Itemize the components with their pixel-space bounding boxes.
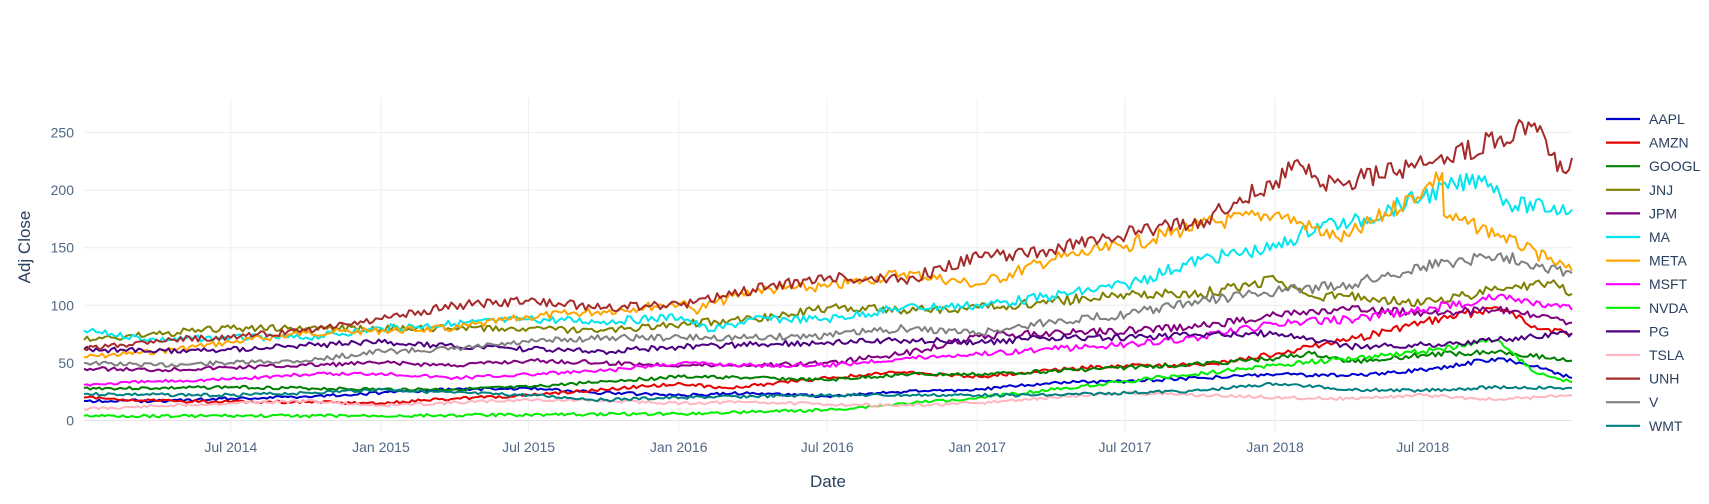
- legend-item-msft[interactable]: MSFT: [1606, 276, 1688, 292]
- legend-item-meta[interactable]: META: [1606, 253, 1688, 269]
- legend-label: GOOGL: [1649, 158, 1701, 174]
- ticks-layer: 0 50 100 150 200 250 Jul 2014 Jan 2015 Jul 2015 J…: [51, 125, 1450, 455]
- series-line-jpm[interactable]: [83, 305, 1573, 373]
- x-tick-label: Jul 2017: [1098, 439, 1151, 455]
- x-tick-label: Jan 2016: [650, 439, 708, 455]
- series-line-meta[interactable]: [83, 171, 1573, 359]
- x-tick-label: Jan 2015: [352, 439, 410, 455]
- legend-item-pg[interactable]: PG: [1606, 323, 1669, 339]
- legend-label: NVDA: [1649, 300, 1689, 316]
- legend-label: PG: [1649, 323, 1669, 339]
- series-line-wmt[interactable]: [83, 381, 1573, 402]
- grid-layer: [84, 98, 1572, 432]
- series-line-v[interactable]: [83, 252, 1573, 368]
- legend-item-jpm[interactable]: JPM: [1606, 205, 1677, 221]
- legend-label: JPM: [1649, 205, 1677, 221]
- x-tick-label: Jan 2017: [948, 439, 1006, 455]
- legend-item-ma[interactable]: MA: [1606, 229, 1671, 245]
- series-line-nvda[interactable]: [83, 337, 1573, 419]
- y-axis-title: Adj Close: [15, 211, 34, 284]
- legend-item-amzn[interactable]: AMZN: [1606, 135, 1689, 151]
- legend-item-jnj[interactable]: JNJ: [1606, 182, 1673, 198]
- legend-item-unh[interactable]: UNH: [1606, 371, 1679, 387]
- legend-label: UNH: [1649, 371, 1679, 387]
- legend-item-v[interactable]: V: [1606, 394, 1659, 410]
- legend[interactable]: AAPL AMZN GOOGL JNJ JPM MA META MSFT NVDA PG TSLA U…: [1606, 111, 1701, 434]
- legend-label: JNJ: [1649, 182, 1673, 198]
- legend-label: MSFT: [1649, 276, 1688, 292]
- x-axis-title: Date: [810, 472, 846, 491]
- x-tick-label: Jul 2014: [204, 439, 257, 455]
- legend-item-googl[interactable]: GOOGL: [1606, 158, 1701, 174]
- series-line-tsla[interactable]: [83, 390, 1573, 412]
- legend-item-tsla[interactable]: TSLA: [1606, 347, 1685, 363]
- x-tick-label: Jan 2018: [1246, 439, 1304, 455]
- y-tick-label: 100: [51, 297, 75, 313]
- legend-label: META: [1649, 253, 1688, 269]
- legend-label: WMT: [1649, 418, 1683, 434]
- x-tick-label: Jul 2018: [1396, 439, 1449, 455]
- series-line-pg[interactable]: [83, 329, 1573, 355]
- y-tick-label: 0: [66, 412, 74, 428]
- legend-label: V: [1649, 394, 1659, 410]
- legend-label: AMZN: [1649, 135, 1689, 151]
- y-tick-label: 250: [51, 125, 75, 141]
- series-line-unh[interactable]: [83, 119, 1573, 352]
- series-line-googl[interactable]: [83, 349, 1573, 392]
- y-tick-label: 200: [51, 182, 75, 198]
- x-tick-label: Jul 2016: [801, 439, 854, 455]
- y-tick-label: 150: [51, 240, 75, 256]
- series-line-aapl[interactable]: [83, 357, 1573, 404]
- legend-item-wmt[interactable]: WMT: [1606, 418, 1683, 434]
- legend-item-aapl[interactable]: AAPL: [1606, 111, 1685, 127]
- series-line-ma[interactable]: [83, 172, 1573, 343]
- lines-layer: [83, 119, 1573, 419]
- legend-item-nvda[interactable]: NVDA: [1606, 300, 1689, 316]
- legend-label: AAPL: [1649, 111, 1685, 127]
- y-tick-label: 50: [58, 355, 74, 371]
- legend-label: TSLA: [1649, 347, 1685, 363]
- legend-label: MA: [1649, 229, 1671, 245]
- series-line-msft[interactable]: [83, 293, 1573, 387]
- x-tick-label: Jul 2015: [502, 439, 555, 455]
